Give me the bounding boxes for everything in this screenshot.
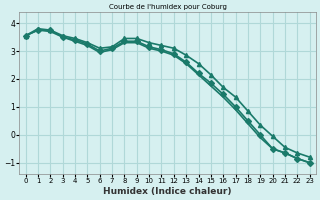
X-axis label: Humidex (Indice chaleur): Humidex (Indice chaleur) bbox=[103, 187, 232, 196]
Title: Courbe de l'humidex pour Coburg: Courbe de l'humidex pour Coburg bbox=[109, 4, 227, 10]
